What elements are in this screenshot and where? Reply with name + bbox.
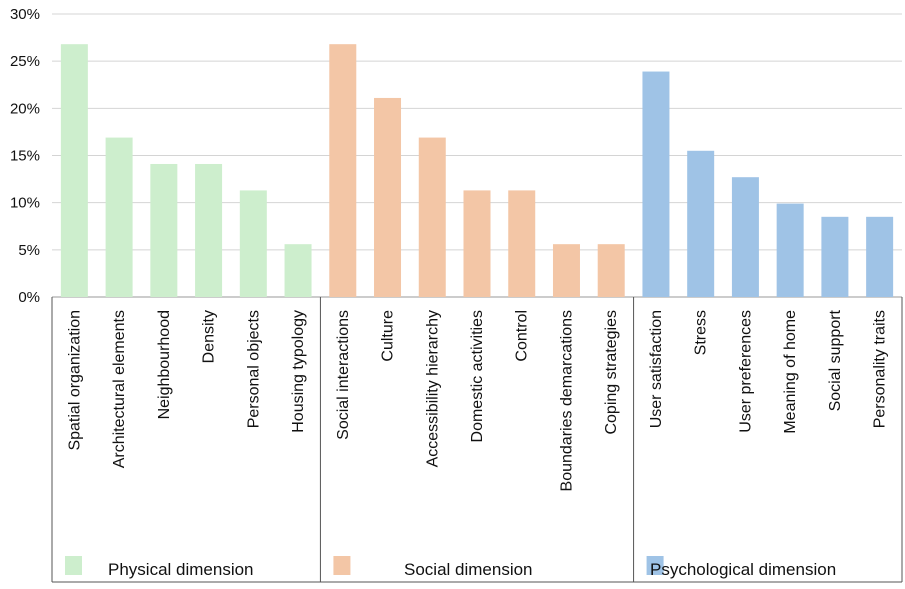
category-label-meaning-of-home: Meaning of home: [782, 310, 799, 434]
category-labels: Spatial organization Architectural elemen…: [66, 309, 888, 491]
category-label-neighbourhood: Neighbourhood: [156, 310, 173, 419]
bar-social-interactions: [329, 44, 357, 297]
bar-boundaries-demarcations: [552, 244, 580, 297]
category-label-density: Density: [201, 310, 218, 363]
bar-housing-typology: [284, 244, 312, 297]
bars: [60, 44, 894, 297]
category-label-control: Control: [514, 310, 531, 362]
y-tick-label: 20%: [10, 100, 40, 117]
category-label-personality-traits: Personality traits: [872, 310, 889, 428]
y-tick-label: 0%: [18, 289, 40, 306]
category-label-housing-typology: Housing typology: [290, 310, 307, 433]
y-tick-label: 30%: [10, 6, 40, 23]
bar-coping-strategies: [597, 244, 625, 297]
legend: Physical dimension Social dimension Psycho…: [65, 556, 836, 579]
y-tick-label: 10%: [10, 195, 40, 212]
y-axis-ticks: 0% 5% 10% 15% 20% 25% 30%: [10, 6, 40, 306]
category-label-stress: Stress: [693, 310, 710, 355]
bar-spatial-organization: [60, 44, 88, 297]
category-label-user-satisfaction: User satisfaction: [648, 310, 665, 428]
category-label-architectural-elements: Architectural elements: [111, 310, 128, 468]
legend-label-social-dimension: Social dimension: [404, 560, 533, 579]
bar-personal-objects: [239, 190, 267, 297]
category-label-boundaries-demarcations: Boundaries demarcations: [558, 310, 575, 491]
legend-swatch-physical-dimension: [65, 556, 82, 575]
bar-user-satisfaction: [642, 71, 670, 297]
legend-label-psychological-dimension: Psychological dimension: [650, 560, 836, 579]
bar-architectural-elements: [105, 137, 133, 297]
y-tick-label: 25%: [10, 53, 40, 70]
category-label-culture: Culture: [380, 310, 397, 362]
category-label-accessibility-hierarchy: Accessibility hierarchy: [424, 310, 441, 467]
category-label-user-preferences: User preferences: [737, 310, 754, 433]
category-label-domestic-activities: Domestic activities: [469, 310, 486, 442]
category-label-social-interactions: Social interactions: [335, 310, 352, 440]
bar-culture: [374, 97, 402, 297]
y-tick-label: 15%: [10, 148, 40, 165]
category-label-social-support: Social support: [827, 309, 844, 411]
bar-accessibility-hierarchy: [418, 137, 446, 297]
bar-density: [195, 163, 223, 297]
legend-label-physical-dimension: Physical dimension: [108, 560, 254, 579]
bar-social-support: [821, 216, 849, 297]
bar-neighbourhood: [150, 163, 178, 297]
category-label-coping-strategies: Coping strategies: [603, 310, 620, 435]
bar-meaning-of-home: [776, 203, 804, 297]
legend-swatch-social-dimension: [333, 556, 351, 575]
bar-control: [508, 190, 536, 297]
bar-personality-traits: [866, 216, 894, 297]
legend-swatch-psychological-dimension: [646, 556, 664, 575]
bar-user-preferences: [731, 177, 759, 297]
category-label-spatial-organization: Spatial organization: [66, 310, 83, 451]
bar-domestic-activities: [463, 190, 491, 297]
axes: [51, 297, 903, 583]
category-label-personal-objects: Personal objects: [245, 310, 262, 428]
bar-stress: [687, 150, 715, 297]
y-tick-label: 5%: [18, 242, 40, 259]
